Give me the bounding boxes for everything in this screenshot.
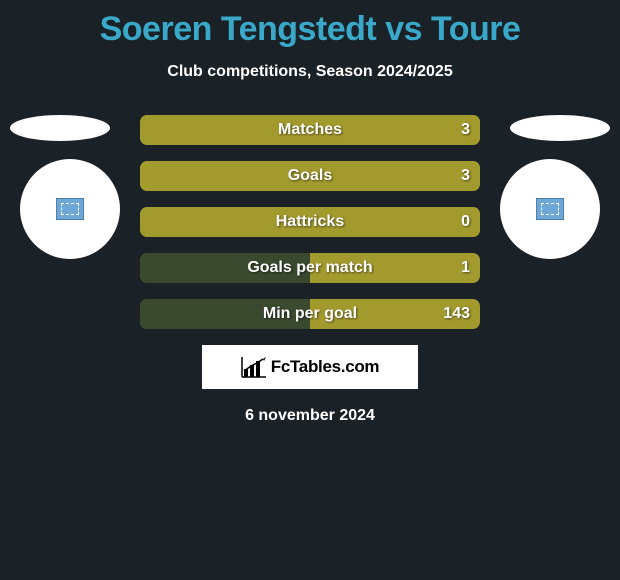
attribution-logo: FcTables.com — [202, 345, 418, 389]
player2-avatar — [500, 159, 600, 259]
stat-value-right: 143 — [443, 299, 470, 329]
stat-label: Hattricks — [140, 207, 480, 237]
stat-bars: Matches3Goals3Hattricks0Goals per match1… — [140, 115, 480, 329]
stat-row: Hattricks0 — [140, 207, 480, 237]
page-title: Soeren Tengstedt vs Toure — [0, 0, 620, 49]
stat-value-right: 1 — [461, 253, 470, 283]
comparison-card: Soeren Tengstedt vs Toure Club competiti… — [0, 0, 620, 580]
date-label: 6 november 2024 — [0, 407, 620, 425]
player2-badge-icon — [536, 198, 564, 220]
stat-value-right: 0 — [461, 207, 470, 237]
stat-row: Goals per match1 — [140, 253, 480, 283]
stat-value-right: 3 — [461, 161, 470, 191]
player1-avatar-shadow — [10, 115, 110, 141]
stat-value-right: 3 — [461, 115, 470, 145]
player1-avatar — [20, 159, 120, 259]
player2-avatar-shadow — [510, 115, 610, 141]
stat-label: Min per goal — [140, 299, 480, 329]
stat-row: Min per goal143 — [140, 299, 480, 329]
stat-label: Matches — [140, 115, 480, 145]
chart-area: Matches3Goals3Hattricks0Goals per match1… — [0, 115, 620, 329]
fctables-chart-icon — [241, 356, 267, 378]
stat-label: Goals per match — [140, 253, 480, 283]
stat-label: Goals — [140, 161, 480, 191]
stat-row: Goals3 — [140, 161, 480, 191]
attribution-text: FcTables.com — [271, 357, 380, 377]
stat-row: Matches3 — [140, 115, 480, 145]
player1-badge-icon — [56, 198, 84, 220]
page-subtitle: Club competitions, Season 2024/2025 — [0, 63, 620, 81]
